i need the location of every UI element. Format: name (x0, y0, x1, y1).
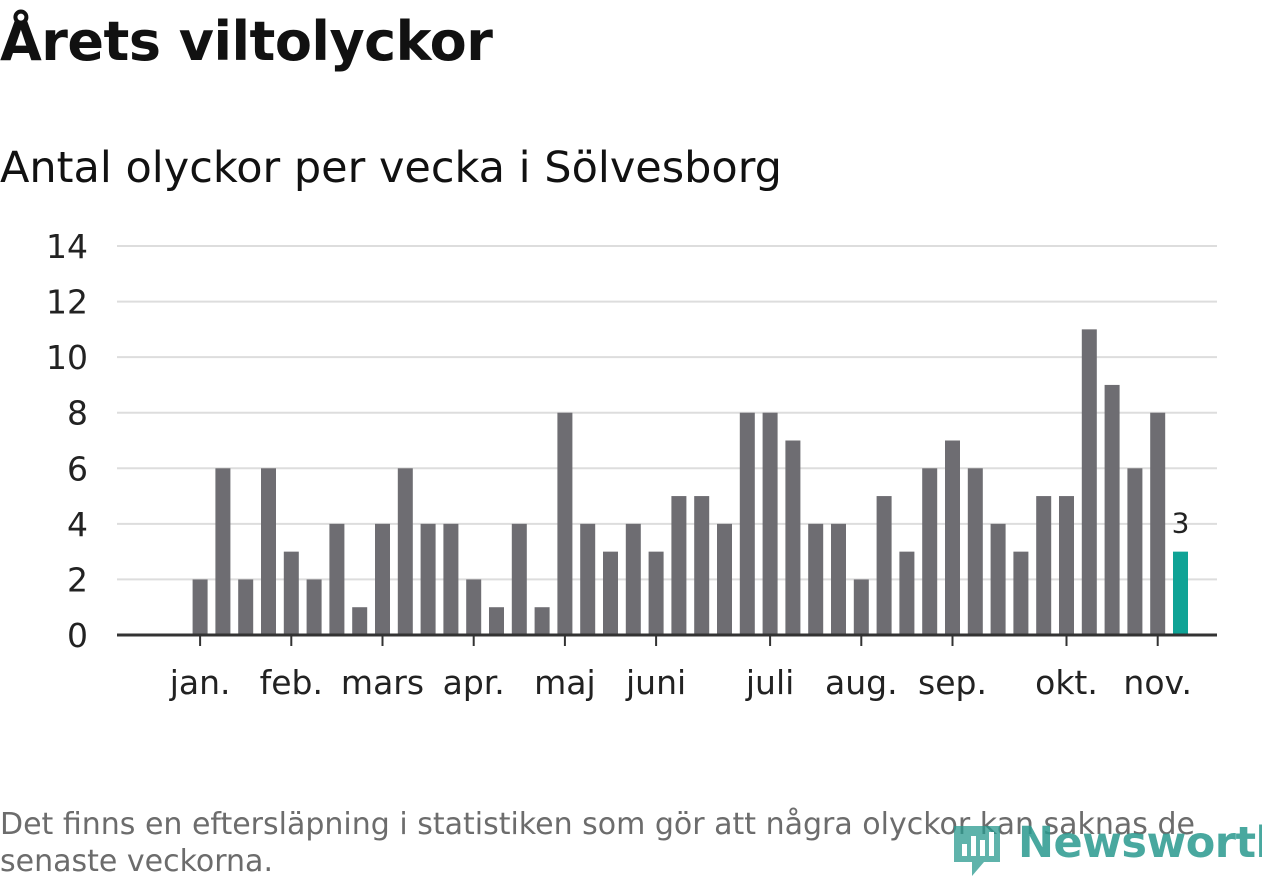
newsworthy-logo-icon (954, 826, 1000, 876)
x-tick-label: maj (534, 663, 596, 702)
bar (283, 551, 299, 635)
bar (945, 440, 960, 635)
newsworthy-logo[interactable]: Newsworthy (950, 818, 1262, 879)
bar (352, 607, 368, 635)
x-tick-label: aug. (825, 663, 898, 702)
y-tick-label: 12 (46, 283, 88, 322)
footnote: Det finns en eftersläpning i statistiken… (0, 807, 1195, 879)
bar (625, 523, 641, 635)
bar (967, 468, 983, 635)
bar (261, 468, 276, 635)
bar (648, 551, 664, 635)
x-tick-label: okt. (1035, 663, 1098, 702)
bar (1036, 496, 1052, 635)
bar (694, 496, 710, 635)
bar (990, 523, 1006, 635)
bar (1081, 329, 1097, 635)
bar (329, 523, 345, 635)
bar (1013, 551, 1029, 635)
bar-value-label: 3 (1172, 507, 1190, 540)
bar (603, 551, 618, 635)
bar (762, 412, 778, 635)
bar (831, 523, 846, 635)
x-tick-label: nov. (1123, 663, 1192, 702)
bar (876, 496, 892, 635)
bar (717, 523, 732, 635)
bar (489, 607, 504, 635)
bar (215, 468, 231, 635)
bar (306, 579, 322, 635)
bar (1127, 468, 1143, 635)
x-tick-label: juni (625, 663, 686, 702)
y-tick-label: 8 (67, 394, 88, 433)
bar (785, 440, 801, 635)
bar (192, 579, 208, 635)
bar (511, 523, 527, 635)
bar (1104, 384, 1120, 635)
y-tick-label: 10 (46, 338, 88, 377)
bar (1150, 412, 1166, 635)
x-tick-label: apr. (443, 663, 505, 702)
x-tick-label: juli (745, 663, 794, 702)
bar (739, 412, 755, 635)
x-tick-label: jan. (169, 663, 231, 702)
bar (808, 523, 824, 635)
x-tick-label: feb. (260, 663, 323, 702)
bar (580, 523, 596, 635)
x-tick-label: sep. (918, 663, 987, 702)
bar (238, 579, 254, 635)
bar (1059, 496, 1074, 635)
bar (853, 579, 869, 635)
bar (443, 523, 459, 635)
bar (397, 468, 413, 635)
bar-highlighted (1173, 551, 1188, 635)
y-tick-label: 6 (67, 449, 88, 488)
bar (375, 523, 390, 635)
y-tick-label: 2 (67, 560, 88, 599)
bar (557, 412, 573, 635)
bar (466, 579, 482, 635)
bar-chart: 0 2 4 6 8 10 12 14 3 jan. feb. mars apr. maj juni juli a… (46, 227, 1217, 702)
bar (922, 468, 938, 635)
y-tick-label: 0 (67, 616, 88, 655)
bar (420, 523, 436, 635)
logo-text: Newsworthy (1018, 818, 1262, 868)
bar (899, 551, 915, 635)
chart-title: Årets viltolyckor (0, 10, 493, 73)
x-tick-label: mars (341, 663, 424, 702)
y-tick-label: 4 (67, 505, 88, 544)
y-tick-label: 14 (46, 227, 88, 266)
chart-subtitle: Antal olyckor per vecka i Sölvesborg (0, 143, 782, 193)
bar (534, 607, 550, 635)
bar (671, 496, 687, 635)
